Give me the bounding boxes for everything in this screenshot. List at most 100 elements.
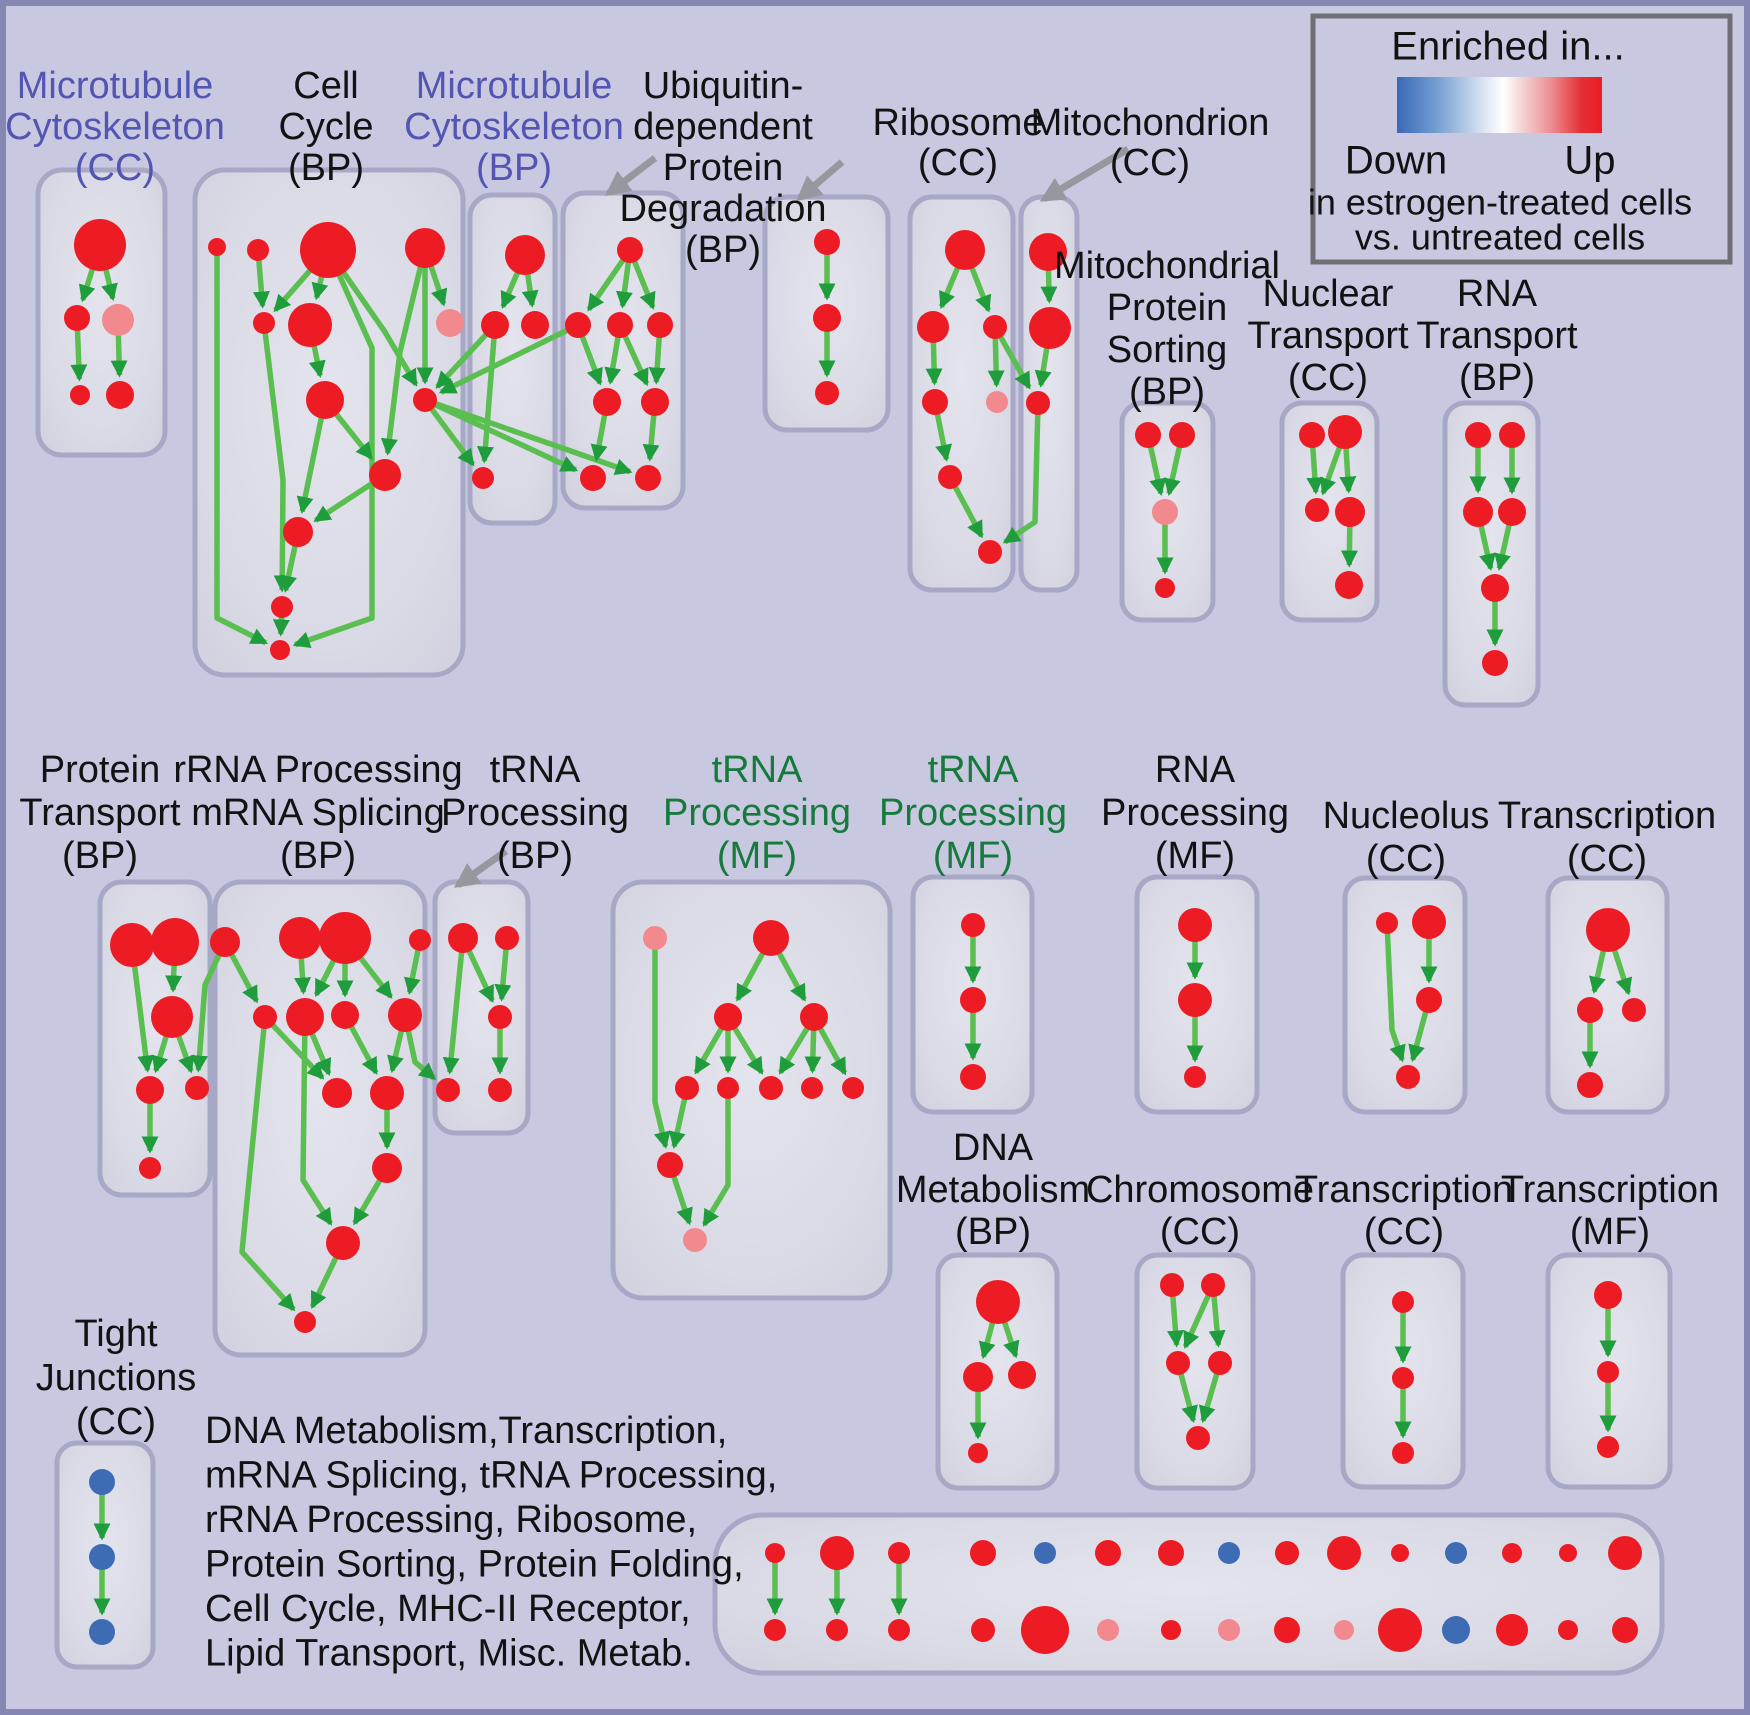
go-edge-s5-s9 (263, 1015, 325, 1080)
go-term-node-d2 (963, 1362, 993, 1392)
go-term-node-f10 (657, 1152, 683, 1178)
cluster-label-20-line-1: (MF) (1570, 1211, 1650, 1253)
go-term-node-q4 (1335, 497, 1365, 527)
go-term-node-zt6 (1095, 1540, 1121, 1566)
cluster-label-21-line-1: Junctions (36, 1357, 197, 1399)
cluster-label-12-line-1: Processing (663, 792, 851, 834)
cluster-label-2-line-2: (BP) (476, 147, 552, 189)
cluster-label-6-line-0: Mitochondrial (1054, 245, 1280, 287)
cluster-label-10-line-1: mRNA Splicing (191, 792, 444, 834)
go-term-node-zt13 (1502, 1543, 1522, 1563)
go-term-node-r3 (983, 315, 1007, 339)
cluster-label-13-line-0: tRNA (928, 749, 1019, 791)
go-term-node-c7 (436, 309, 464, 337)
go-term-node-h2 (1178, 983, 1212, 1017)
go-edge-m2-c9 (435, 323, 498, 389)
cluster-label-1-line-1: Cycle (278, 106, 373, 148)
cluster-boxes (35, 167, 1673, 1676)
go-term-node-w6 (139, 1157, 161, 1179)
go-term-node-c3 (300, 222, 356, 278)
cluster-label-0-line-2: (CC) (75, 147, 155, 189)
go-edge-f1-f10 (652, 938, 671, 1150)
go-edge-c9-m4 (422, 398, 476, 467)
cluster-label-3-line-4: (BP) (685, 229, 761, 271)
go-term-node-zt11 (1391, 1544, 1409, 1562)
cluster-label-9-line-0: Protein (40, 749, 160, 791)
go-term-node-a1 (74, 219, 126, 271)
go-term-node-q3 (1305, 498, 1329, 522)
cluster-label-20-line-0: Transcription (1501, 1169, 1719, 1211)
cluster-label-3-line-2: Protein (663, 147, 783, 189)
cluster-box-17 (1545, 875, 1670, 1115)
cluster-label-21-line-0: Tight (74, 1313, 158, 1355)
cluster-label-14-line-1: Processing (1101, 792, 1289, 834)
go-edge-s6-s12 (300, 1016, 333, 1226)
go-term-node-u3 (607, 312, 633, 338)
go-term-node-x3 (1392, 1442, 1414, 1464)
go-term-node-c10 (369, 459, 401, 491)
go-term-node-h3 (1184, 1066, 1206, 1088)
cluster-label-6-line-2: Sorting (1107, 329, 1227, 371)
go-term-node-c4 (405, 228, 445, 268)
go-edge-n1-n4 (1384, 922, 1406, 1063)
go-term-node-e2 (1201, 1273, 1225, 1297)
go-term-node-r6 (938, 465, 962, 489)
cluster-label-5-line-0: Mitochondrion (1031, 102, 1270, 144)
go-term-node-u6 (641, 388, 669, 416)
go-term-node-m3 (521, 311, 549, 339)
legend-subtitle-1: in estrogen-treated cells (1308, 182, 1692, 223)
misc-note-line-4: Cell Cycle, MHC-II Receptor, (205, 1588, 691, 1630)
go-edge-c5-c12 (261, 322, 291, 593)
go-term-node-s7 (331, 1001, 359, 1029)
cluster-label-12-line-2: (MF) (717, 835, 797, 877)
misc-category-notes: DNA Metabolism,Transcription,mRNA Splici… (205, 1410, 777, 1675)
go-term-node-u5 (593, 388, 621, 416)
go-term-node-f2 (753, 920, 789, 956)
cluster-label-6-line-3: (BP) (1129, 371, 1205, 413)
go-term-node-p3 (1152, 499, 1178, 525)
go-term-node-o3 (1622, 998, 1646, 1022)
go-term-node-w4 (136, 1076, 164, 1104)
go-term-node-y2 (1597, 1361, 1619, 1383)
go-term-node-m1 (505, 235, 545, 275)
cluster-label-6-line-1: Protein (1107, 287, 1227, 329)
go-term-node-k1 (448, 923, 478, 953)
label-pointer-arrow-icon-3 (453, 848, 509, 888)
cluster-label-14-line-0: RNA (1155, 749, 1236, 791)
go-term-node-k3 (488, 1005, 512, 1029)
go-term-node-p2 (1169, 422, 1195, 448)
cluster-label-8-line-0: RNA (1457, 273, 1538, 315)
go-term-nodes (64, 219, 1646, 1654)
go-term-node-f1 (643, 926, 667, 950)
go-term-node-k4 (436, 1078, 460, 1102)
go-term-node-s4 (409, 929, 431, 951)
go-term-node-c8 (306, 381, 344, 419)
go-term-node-s1 (210, 927, 240, 957)
go-term-node-zb3 (888, 1619, 910, 1641)
label-pointer-arrow-icon-0 (604, 155, 658, 197)
cluster-box-19 (1134, 1252, 1256, 1491)
go-term-node-f7 (759, 1076, 783, 1100)
go-term-node-f11 (683, 1228, 707, 1252)
go-term-node-e4 (1208, 1351, 1232, 1375)
go-term-node-p1 (1135, 422, 1161, 448)
go-term-node-zb12 (1442, 1616, 1470, 1644)
cluster-label-8-line-2: (BP) (1459, 357, 1535, 399)
go-term-node-s12 (326, 1226, 360, 1260)
go-term-node-u1 (617, 237, 643, 263)
go-edge-u2-c9 (438, 322, 580, 395)
cluster-label-5-line-1: (CC) (1110, 142, 1190, 184)
go-term-node-n4 (1396, 1065, 1420, 1089)
go-term-node-zb7 (1161, 1620, 1181, 1640)
cluster-labels: MicrotubuleCytoskeleton(CC)CellCycle(BP)… (5, 65, 1719, 1443)
go-term-node-u7 (580, 465, 606, 491)
go-term-node-r2 (917, 311, 949, 343)
go-term-node-t5 (1481, 574, 1509, 602)
go-term-node-zt1 (765, 1543, 785, 1563)
cluster-label-9-line-2: (BP) (62, 835, 138, 877)
label-pointer-arrow-icon-1 (796, 159, 845, 202)
cluster-label-21-line-2: (CC) (76, 1401, 156, 1443)
